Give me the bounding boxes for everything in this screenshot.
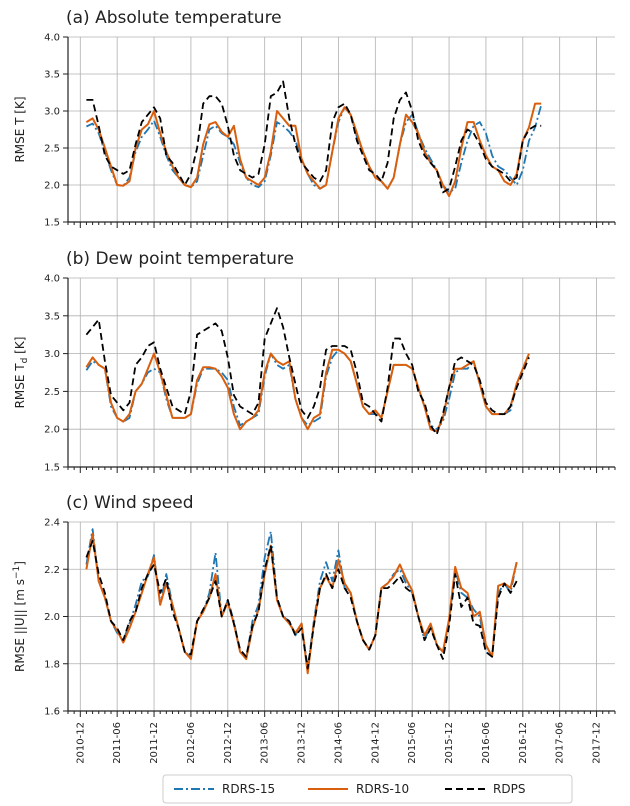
x-tick-label: 2017-06: [555, 722, 566, 764]
x-tick-label: 2013-12: [297, 722, 308, 764]
legend: RDRS-15 RDRS-10 RDPS: [162, 774, 573, 804]
series-group: [85, 528, 518, 675]
x-tick-label: 2017-12: [592, 722, 603, 764]
y-tick-label: 2.4: [44, 518, 60, 529]
series-line-rdps: [85, 540, 518, 670]
y-axis-label: RMSE ||U|| [m s−1]: [12, 561, 27, 672]
series-line-rdps: [86, 80, 542, 194]
y-tick-label: 4.0: [44, 274, 60, 285]
series-line-rdps: [85, 307, 530, 436]
series-line-rdrs-10: [85, 102, 542, 198]
x-tick-label: 2013-06: [260, 722, 271, 764]
panel-a: 1.5 2.0 2.5 3.0 3.5 4.0 (a) Absolute temperatu…: [13, 8, 616, 229]
x-tick-label: 2015-12: [444, 722, 455, 764]
y-tick-label: 3.0: [44, 107, 60, 118]
x-tick-label: 2012-06: [186, 722, 197, 764]
y-axis-label: RMSE Td [K]: [13, 337, 30, 409]
y-tick-label: 1.6: [44, 707, 60, 718]
series-group: [85, 307, 530, 436]
panel-c: 1.6 1.8 2.0 2.2 2.4 (c) Wind speed RMSE ||U|| …: [12, 493, 616, 764]
grid: [68, 521, 615, 712]
y-tick-label: 1.5: [44, 463, 60, 474]
series-group: [85, 80, 543, 198]
x-tick-label: 2012-12: [223, 722, 234, 764]
x-tick-label: 2011-06: [112, 722, 123, 764]
series-line-rdrs-15: [86, 104, 543, 194]
y-axis-label: RMSE T [K]: [13, 96, 27, 162]
panel-title: (a) Absolute temperature: [66, 8, 282, 28]
y-tick-label: 2.2: [44, 565, 60, 576]
legend-label: RDPS: [493, 782, 525, 796]
x-tick-label: 2016-06: [481, 722, 492, 764]
y-tick-label: 2.0: [44, 612, 60, 623]
y-tick-label: 3.5: [44, 311, 60, 322]
x-tick-label: 2016-12: [518, 722, 529, 764]
y-tick-label: 2.0: [44, 425, 60, 436]
panel-title: (b) Dew point temperature: [66, 249, 294, 269]
panel-title: (c) Wind speed: [66, 493, 194, 513]
x-tick-label: 2010-12: [75, 722, 86, 764]
y-tick-label: 3.5: [44, 70, 60, 81]
panel-b: 1.5 2.0 2.5 3.0 3.5 4.0 (b) Dew point temperat…: [13, 249, 616, 474]
x-tick-label: 2014-12: [370, 722, 381, 764]
x-tick-label: 2014-06: [333, 722, 344, 764]
legend-label: RDRS-10: [356, 782, 409, 796]
grid: [68, 277, 615, 468]
y-tick-label: 3.0: [44, 349, 60, 360]
legend-box: [162, 774, 573, 804]
grid: [68, 36, 615, 223]
y-tick-label: 2.0: [44, 181, 60, 192]
y-tick-label: 4.0: [44, 33, 60, 44]
y-tick-label: 2.5: [44, 387, 60, 398]
y-tick-label: 2.5: [44, 144, 60, 155]
series-line-rdrs-10: [85, 348, 530, 433]
x-tick-label: 2011-12: [149, 722, 160, 764]
series-line-rdrs-10: [85, 532, 518, 675]
legend-label: RDRS-15: [222, 782, 275, 796]
y-tick-label: 1.5: [44, 218, 60, 229]
y-tick-label: 1.8: [44, 659, 60, 670]
x-tick-label: 2015-06: [407, 722, 418, 764]
